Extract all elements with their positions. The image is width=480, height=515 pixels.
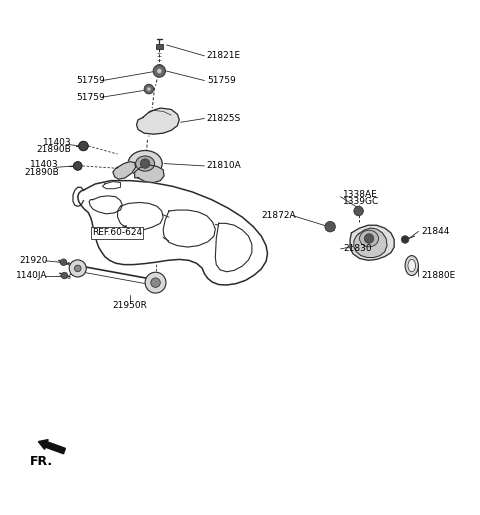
Text: 21830: 21830 <box>343 245 372 253</box>
Circle shape <box>147 87 151 91</box>
Circle shape <box>401 236 409 243</box>
Text: 1339GC: 1339GC <box>343 197 380 207</box>
Polygon shape <box>354 228 387 258</box>
Circle shape <box>73 162 82 170</box>
Ellipse shape <box>360 230 379 247</box>
Circle shape <box>69 260 86 277</box>
FancyArrow shape <box>38 440 65 454</box>
Text: 21950R: 21950R <box>112 301 147 311</box>
Circle shape <box>74 265 81 272</box>
Circle shape <box>140 159 150 168</box>
Circle shape <box>60 259 67 266</box>
Text: 11403: 11403 <box>43 138 72 147</box>
Ellipse shape <box>136 156 155 171</box>
Text: 51759: 51759 <box>76 93 105 101</box>
Ellipse shape <box>405 255 419 276</box>
Polygon shape <box>135 165 164 182</box>
Text: 21821E: 21821E <box>207 52 241 60</box>
Text: 21872A: 21872A <box>261 211 296 220</box>
Text: 21825S: 21825S <box>207 114 241 123</box>
Circle shape <box>354 207 363 216</box>
Text: FR.: FR. <box>30 455 53 468</box>
Text: 21880E: 21880E <box>421 271 456 280</box>
Ellipse shape <box>408 260 416 272</box>
Circle shape <box>145 272 166 293</box>
Text: 21810A: 21810A <box>207 161 241 170</box>
Circle shape <box>325 221 336 232</box>
Polygon shape <box>350 225 394 261</box>
Text: 21890B: 21890B <box>24 167 59 177</box>
Text: 21844: 21844 <box>421 227 450 236</box>
Text: REF.60-624: REF.60-624 <box>92 228 142 237</box>
Text: 1338AE: 1338AE <box>343 190 378 199</box>
Polygon shape <box>137 108 179 134</box>
Text: 21920: 21920 <box>19 256 48 265</box>
Circle shape <box>79 141 88 151</box>
Circle shape <box>61 272 68 279</box>
Text: 51759: 51759 <box>207 76 236 85</box>
Circle shape <box>73 162 82 170</box>
Text: 1140JA: 1140JA <box>16 271 48 280</box>
Circle shape <box>151 278 160 287</box>
Polygon shape <box>113 162 136 179</box>
Circle shape <box>157 68 162 74</box>
Text: 51759: 51759 <box>76 76 105 85</box>
FancyBboxPatch shape <box>156 44 163 49</box>
Circle shape <box>144 84 154 94</box>
Circle shape <box>364 234 374 243</box>
Text: 11403: 11403 <box>30 161 59 169</box>
Circle shape <box>79 141 88 151</box>
Circle shape <box>153 65 166 77</box>
Ellipse shape <box>128 150 162 177</box>
Text: 21890B: 21890B <box>37 145 72 154</box>
